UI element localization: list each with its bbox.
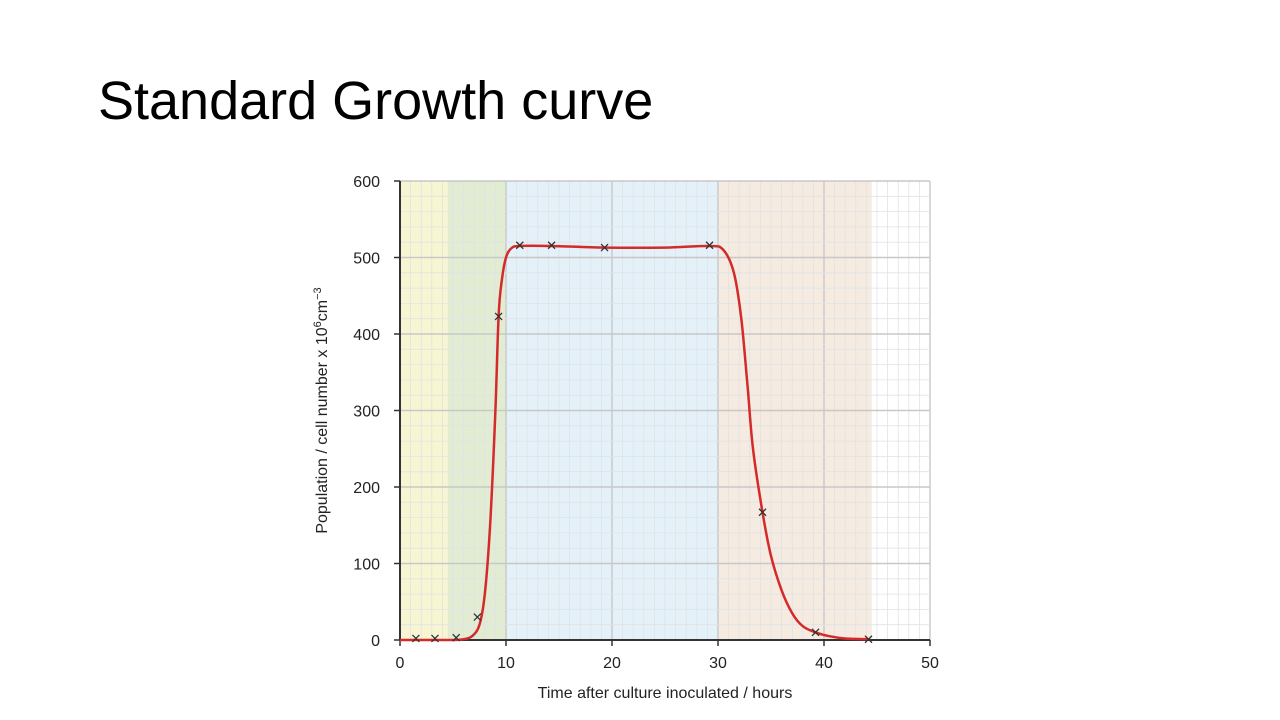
x-tick-label: 0: [396, 655, 405, 672]
data-point-marker: [494, 312, 503, 321]
data-point-marker: [411, 634, 420, 643]
y-tick-label: 400: [353, 327, 380, 344]
y-axis-label-exp2: −3: [312, 287, 324, 300]
x-tick-label: 20: [603, 655, 621, 672]
x-tick-label: 30: [709, 655, 727, 672]
data-point-marker: [547, 241, 556, 250]
x-axis-label: Time after culture inoculated / hours: [538, 685, 793, 702]
y-tick-label: 100: [353, 557, 380, 574]
y-tick-label: 500: [353, 251, 380, 268]
y-axis-label-mid: cm: [314, 300, 331, 321]
data-point-marker: [705, 241, 714, 250]
data-point-marker: [864, 635, 873, 644]
x-tick-label: 40: [815, 655, 833, 672]
data-point-marker: [473, 613, 482, 622]
y-axis-label-prefix: Population / cell number x 10: [314, 327, 331, 533]
data-point-marker: [431, 634, 439, 643]
data-point-marker: [515, 241, 524, 250]
data-point-marker: [758, 508, 767, 517]
slide-title: Standard Growth curve: [98, 71, 654, 131]
x-tick-label: 50: [921, 655, 939, 672]
growth-curve-line: [399, 244, 869, 642]
y-tick-label: 200: [353, 480, 380, 497]
data-points: [411, 241, 873, 644]
y-tick-label: 300: [353, 404, 380, 421]
data-point-marker: [600, 243, 609, 252]
y-tick-label: 0: [371, 633, 380, 650]
y-axis-label-exp1: 6: [312, 321, 324, 327]
data-point-marker: [811, 628, 820, 637]
y-tick-label: 600: [353, 174, 380, 191]
x-tick-label: 10: [497, 655, 515, 672]
y-axis-label: Population / cell number x 106cm−3: [312, 287, 331, 533]
data-point-marker: [452, 633, 461, 642]
